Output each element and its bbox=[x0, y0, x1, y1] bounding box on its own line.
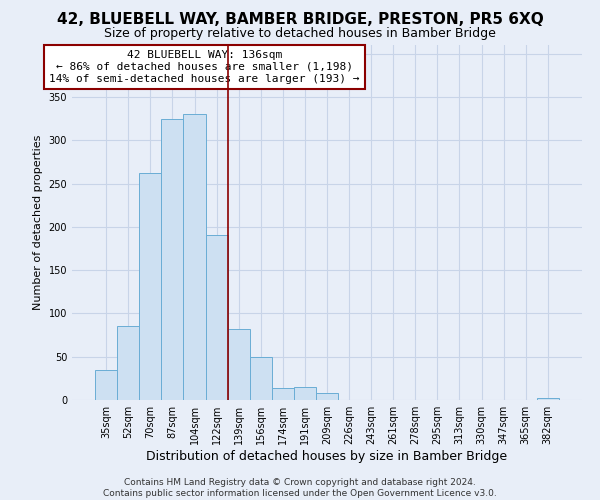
Text: Size of property relative to detached houses in Bamber Bridge: Size of property relative to detached ho… bbox=[104, 28, 496, 40]
Bar bbox=[294, 387, 316, 400]
Bar bbox=[139, 173, 161, 400]
Bar bbox=[117, 326, 139, 400]
Bar bbox=[227, 329, 250, 400]
Bar bbox=[272, 388, 294, 400]
Bar bbox=[184, 114, 206, 400]
Bar bbox=[95, 370, 117, 400]
Bar bbox=[316, 393, 338, 400]
Text: 42, BLUEBELL WAY, BAMBER BRIDGE, PRESTON, PR5 6XQ: 42, BLUEBELL WAY, BAMBER BRIDGE, PRESTON… bbox=[56, 12, 544, 28]
Y-axis label: Number of detached properties: Number of detached properties bbox=[33, 135, 43, 310]
Text: Contains HM Land Registry data © Crown copyright and database right 2024.
Contai: Contains HM Land Registry data © Crown c… bbox=[103, 478, 497, 498]
Bar bbox=[537, 398, 559, 400]
Text: 42 BLUEBELL WAY: 136sqm
← 86% of detached houses are smaller (1,198)
14% of semi: 42 BLUEBELL WAY: 136sqm ← 86% of detache… bbox=[49, 50, 360, 84]
Bar bbox=[206, 236, 227, 400]
Bar bbox=[161, 118, 184, 400]
Bar bbox=[250, 356, 272, 400]
X-axis label: Distribution of detached houses by size in Bamber Bridge: Distribution of detached houses by size … bbox=[146, 450, 508, 463]
